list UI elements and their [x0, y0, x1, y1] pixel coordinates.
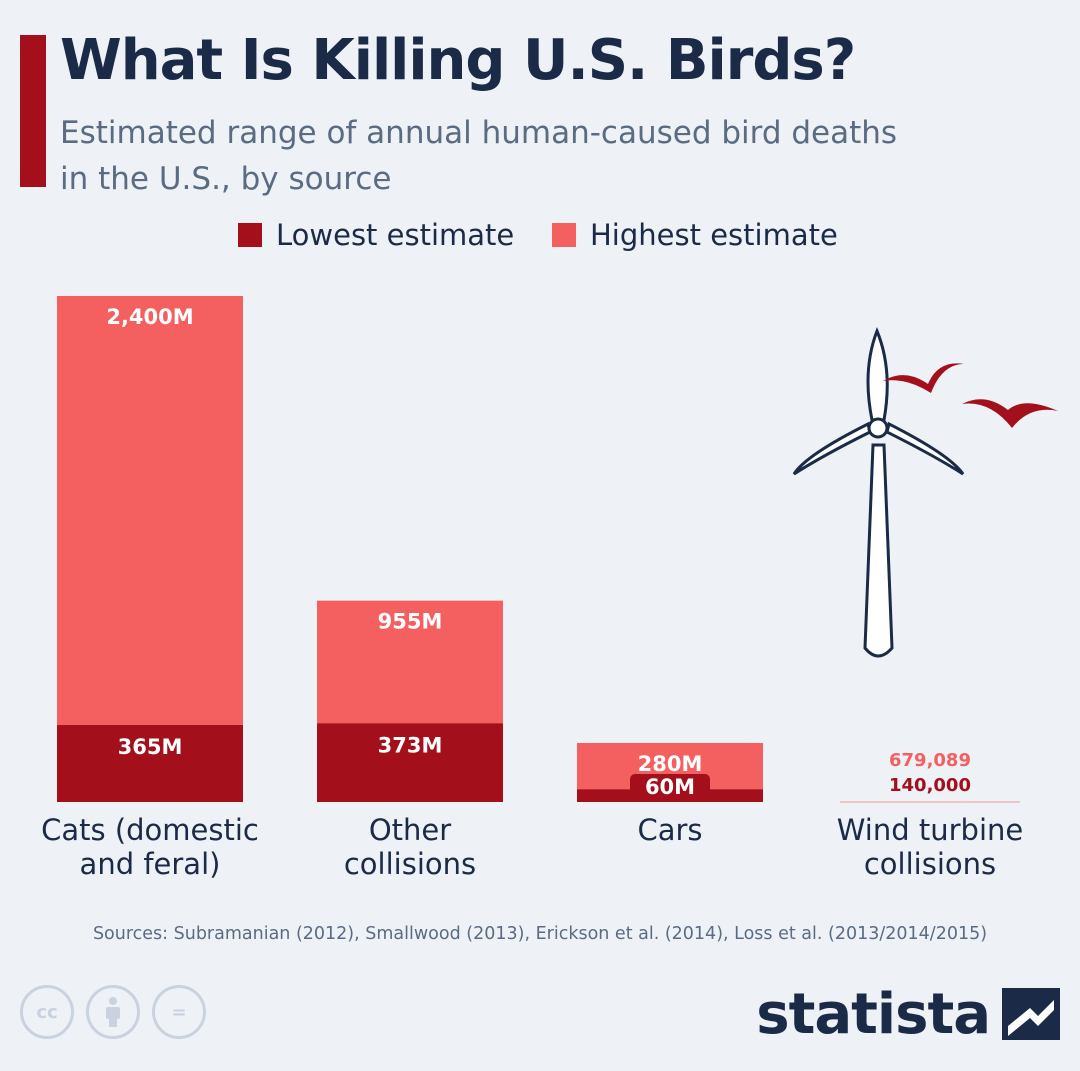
- license-icons: cc =: [20, 985, 218, 1045]
- cc-icon[interactable]: cc: [20, 985, 74, 1039]
- data-label-highest: 2,400M: [106, 305, 193, 329]
- category-label: Wind turbine: [837, 813, 1023, 847]
- category-label: Other: [369, 813, 451, 847]
- data-label-lowest: 60M: [645, 775, 695, 799]
- data-label-lowest: 140,000: [889, 775, 971, 796]
- category-label: Cats (domestic: [41, 813, 259, 847]
- category-label: collisions: [344, 847, 476, 881]
- category-label: and feral): [80, 847, 221, 881]
- chart-subtitle: Estimated range of annual human-caused b…: [60, 110, 1020, 202]
- bird-icon: [883, 363, 964, 393]
- statista-mark-icon: [1002, 988, 1060, 1040]
- statista-logo[interactable]: statista: [756, 981, 1060, 1047]
- legend-item-highest: Highest estimate: [552, 212, 838, 258]
- person-icon[interactable]: [86, 985, 140, 1039]
- bar-highest: [57, 296, 243, 802]
- legend-label-lowest: Lowest estimate: [276, 218, 515, 252]
- wind-turbine-icon: [792, 326, 965, 658]
- subtitle-line-2: in the U.S., by source: [60, 161, 392, 197]
- data-label-lowest: 365M: [118, 735, 183, 759]
- legend-label-highest: Highest estimate: [590, 218, 838, 252]
- brand-name: statista: [756, 981, 991, 1047]
- equals-icon[interactable]: =: [152, 985, 206, 1039]
- bird-icon: [962, 399, 1058, 428]
- legend-swatch-lowest: [238, 223, 262, 247]
- data-label-highest: 955M: [378, 610, 443, 634]
- data-label-lowest-bg: [630, 774, 710, 800]
- subtitle-line-1: Estimated range of annual human-caused b…: [60, 115, 898, 151]
- legend: Lowest estimate Highest estimate: [0, 212, 1080, 258]
- sources-note: Sources: Subramanian (2012), Smallwood (…: [92, 924, 988, 944]
- bar-lowest: [317, 723, 503, 802]
- legend-swatch-highest: [552, 223, 576, 247]
- legend-item-lowest: Lowest estimate: [238, 212, 514, 258]
- category-label: Cars: [637, 813, 702, 847]
- chart-title: What Is Killing U.S. Birds?: [60, 28, 856, 93]
- accent-bar: [20, 35, 46, 187]
- data-label-highest: 280M: [638, 752, 703, 776]
- data-label-highest: 679,089: [889, 750, 971, 771]
- bar-lowest: [57, 725, 243, 802]
- category-label: collisions: [864, 847, 996, 881]
- data-label-lowest: 373M: [378, 733, 443, 757]
